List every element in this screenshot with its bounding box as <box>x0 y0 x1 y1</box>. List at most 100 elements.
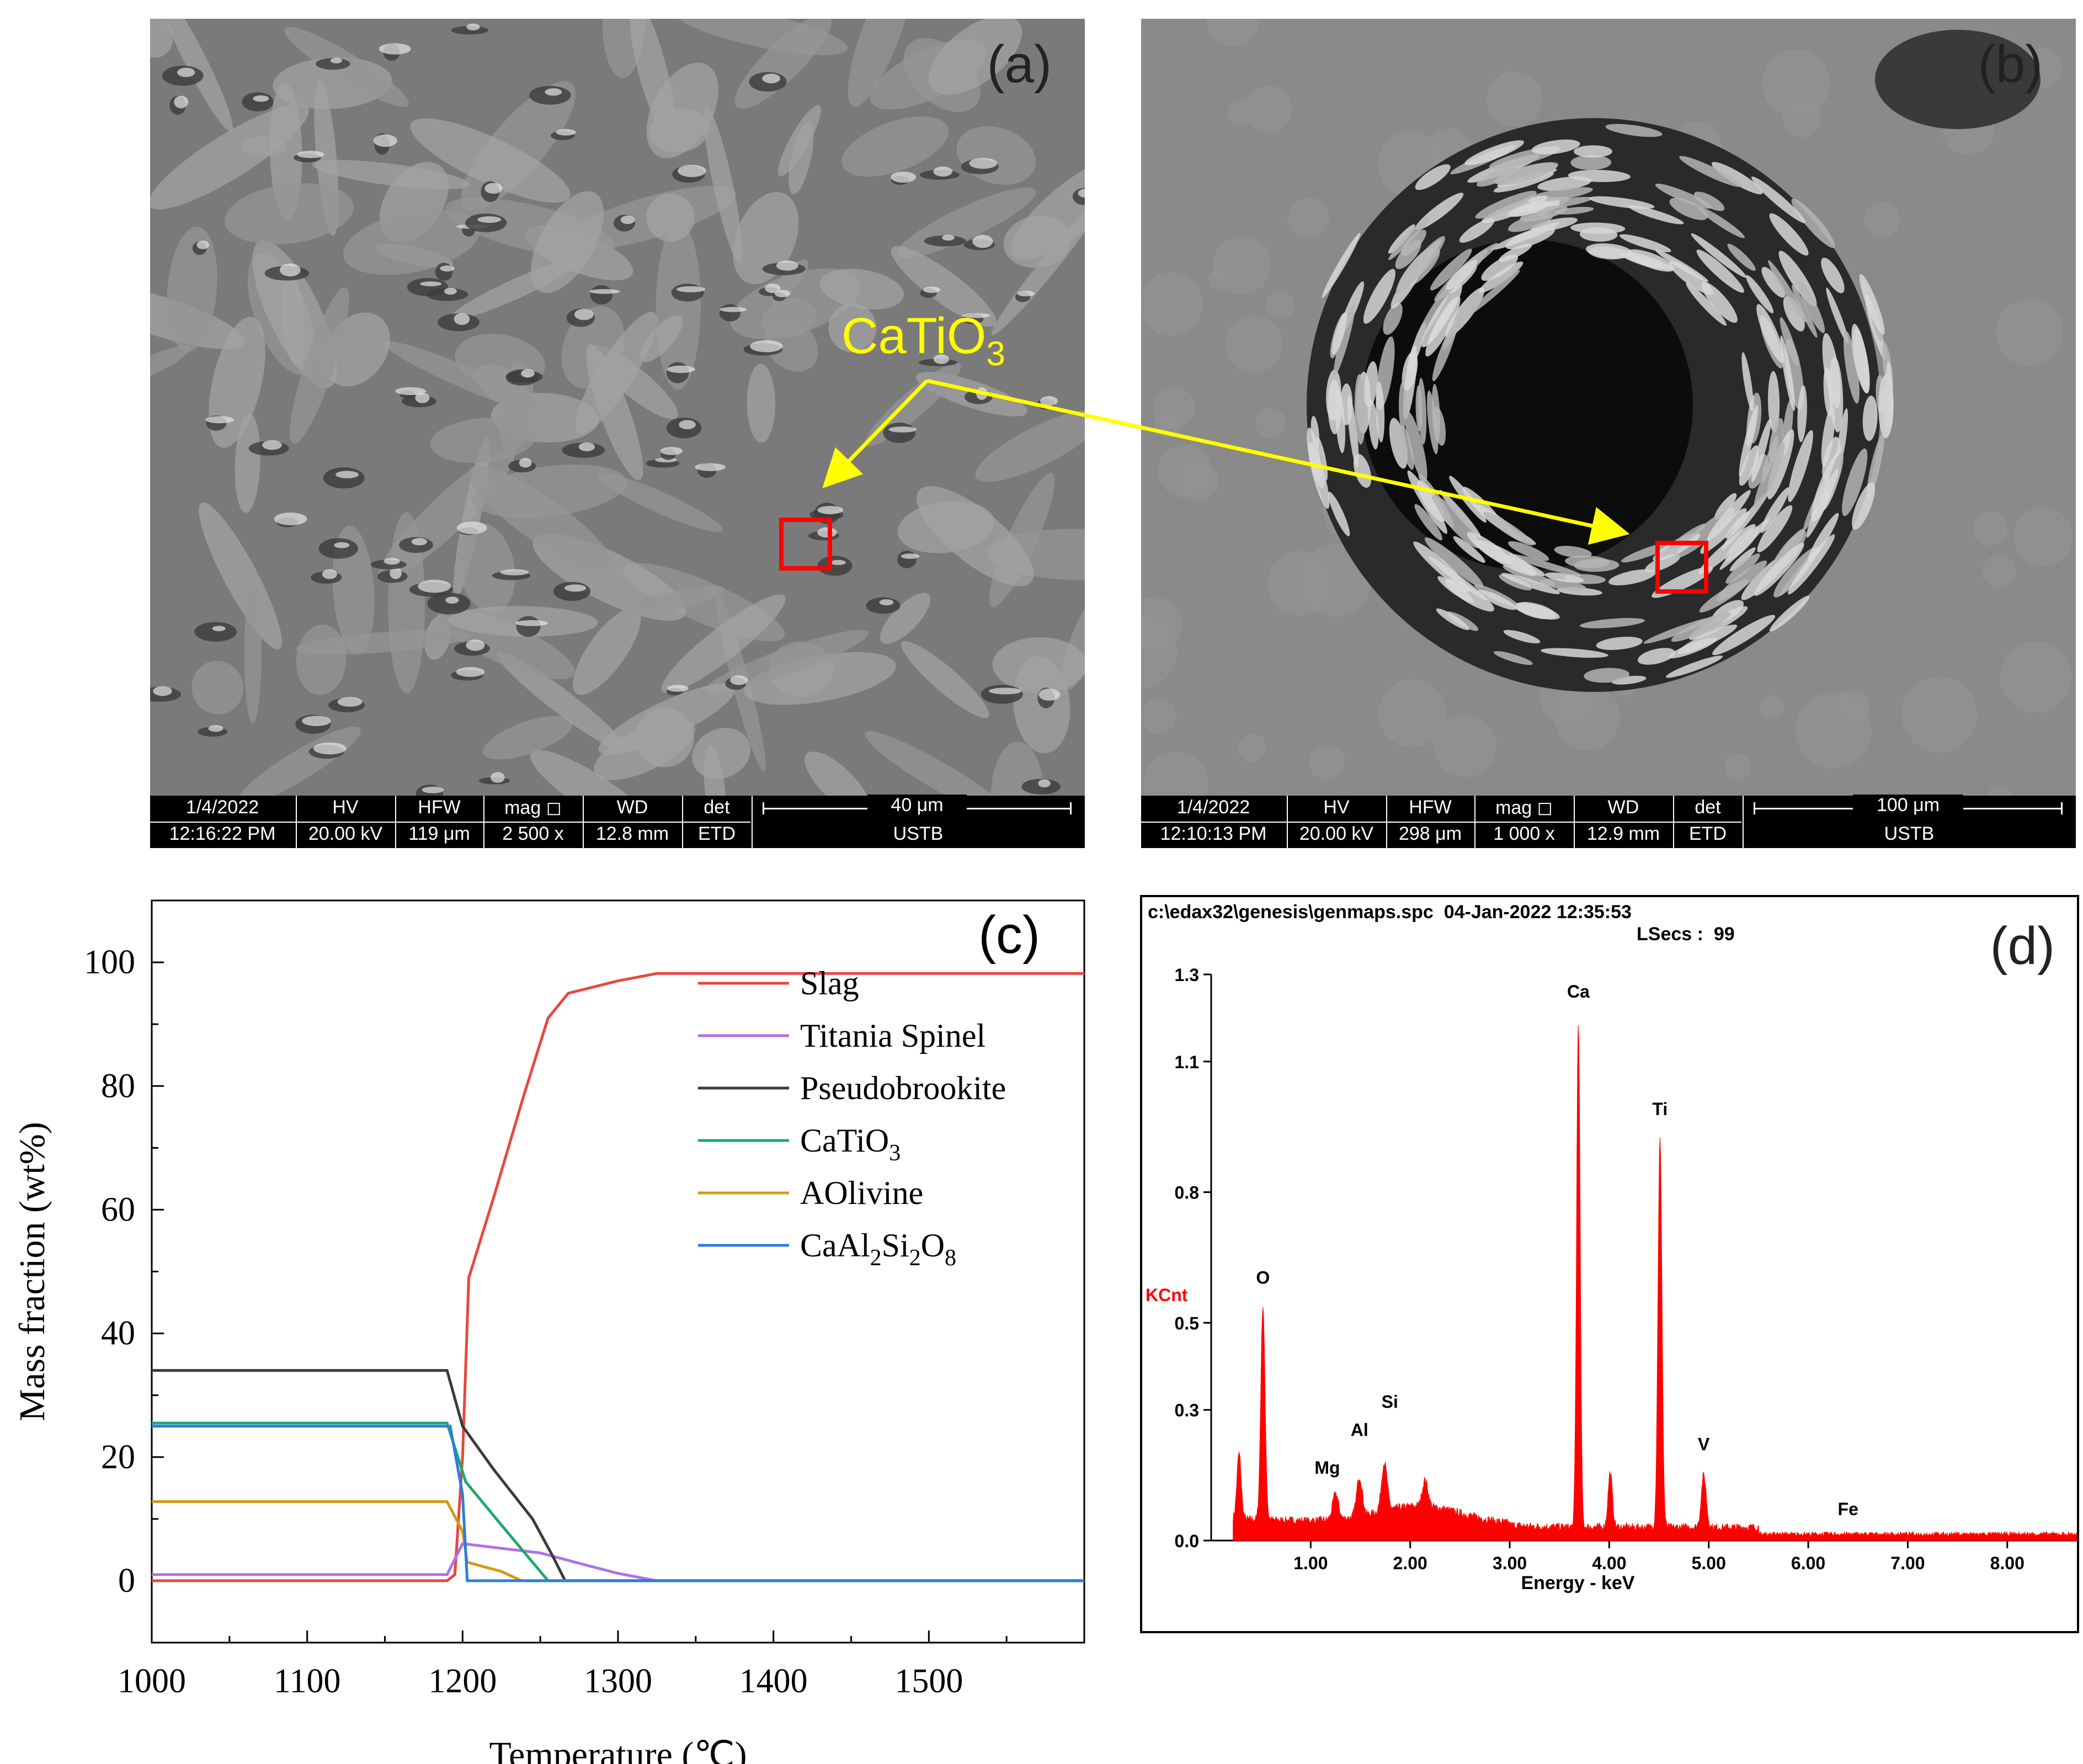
legend-label: Titania Spinel <box>800 1017 985 1054</box>
mag-value-b: 1 000 x <box>1493 823 1555 844</box>
roi-box-a <box>779 518 832 571</box>
scale-bar-a-left-tick <box>763 802 764 814</box>
mag-label-b: mag ◻ <box>1495 797 1553 818</box>
y-tick-label: 80 <box>101 1067 135 1105</box>
x-tick-label: 1100 <box>274 1662 341 1700</box>
scale-label-b: 100 μm <box>1853 795 1963 816</box>
peak-label-v: V <box>1698 1435 1710 1454</box>
hfw-value-b: 298 μm <box>1398 823 1462 844</box>
x-tick-label: 1400 <box>739 1662 808 1700</box>
arrow-to-a <box>822 379 929 489</box>
peak-label-fe: Fe <box>1838 1499 1858 1519</box>
det-label-b: det <box>1695 797 1721 818</box>
x-tick-label: 1200 <box>428 1662 497 1700</box>
x-tick-label: 1300 <box>584 1662 652 1700</box>
roi-box-b <box>1655 541 1708 594</box>
series-line <box>152 1500 1084 1582</box>
series-line <box>152 1542 1084 1582</box>
mag-label-a: mag ◻ <box>504 797 562 818</box>
x-tick-label: 1500 <box>894 1662 963 1700</box>
y-tick-label: 60 <box>101 1191 135 1228</box>
wd-value-a: 12.8 mm <box>595 823 669 844</box>
y-tick-label: 0.8 <box>1175 1183 1199 1203</box>
mag-value-a: 2 500 x <box>502 823 564 844</box>
y-axis-label: KCnt <box>1146 1285 1188 1305</box>
legend-label: CaAl2Si2O8 <box>800 1227 956 1271</box>
x-tick-label: 1.00 <box>1293 1553 1328 1573</box>
time-b: 12:10:13 PM <box>1160 823 1267 844</box>
y-tick-label: 0.5 <box>1175 1313 1199 1333</box>
sem-texture-b <box>1141 19 2076 796</box>
peak-label-mg: Mg <box>1314 1458 1340 1478</box>
series-line <box>152 972 1084 1582</box>
databar-a: 1/4/2022 12:16:22 PM HV 20.00 kV HFW 119… <box>150 795 1085 848</box>
institution-b: USTB <box>1884 823 1935 844</box>
scale-bar-b-left-tick <box>1754 802 1755 814</box>
scale-bar-b-right-tick <box>2061 802 2063 814</box>
legend-label: Pseudobrookite <box>800 1070 1006 1106</box>
peak-label-si: Si <box>1382 1392 1398 1412</box>
institution-a: USTB <box>893 823 944 844</box>
x-axis-label: Temperature (℃) <box>489 1735 747 1764</box>
x-tick-label: 4.00 <box>1592 1553 1626 1573</box>
wd-label-a: WD <box>616 797 648 818</box>
wd-label-b: WD <box>1607 797 1639 818</box>
y-tick-label: 100 <box>84 944 135 981</box>
date-b: 1/4/2022 <box>1176 797 1250 818</box>
databar-b: 1/4/2022 12:10:13 PM HV 20.00 kV HFW 298… <box>1141 795 2076 848</box>
time-a: 12:16:22 PM <box>169 823 276 844</box>
sem-image-a: (a) <box>150 19 1085 796</box>
scale-label-a: 40 μm <box>867 795 967 816</box>
spectrum-plot: 0.0 0.3 0.5 0.8 1.1 1.3 1.00 2.00 3.00 4.00 5.00 6.… <box>1146 965 2077 1594</box>
phase-label: CaTiO3 <box>841 308 1005 373</box>
x-axis-label: Energy - keV <box>1521 1573 1635 1594</box>
hv-label-a: HV <box>332 797 359 818</box>
legend-label: AOlivine <box>800 1175 923 1211</box>
x-tick-label: 1000 <box>118 1662 186 1700</box>
panel-label-c: (c) <box>978 905 1040 964</box>
panel-label-b: (b) <box>1978 35 2043 94</box>
hfw-label-b: HFW <box>1409 797 1452 818</box>
panel-label-d: (d) <box>1990 916 2055 976</box>
chart-c: 1000 1100 1200 1300 1400 1500 0 20 40 60 80 100 Temp… <box>12 899 1085 1764</box>
sem-texture-a <box>150 19 1085 796</box>
x-tick-label: 3.00 <box>1493 1553 1527 1573</box>
wd-value-b: 12.9 mm <box>1586 823 1660 844</box>
y-tick-label: 40 <box>101 1315 135 1352</box>
y-tick-label: 0.3 <box>1175 1400 1199 1420</box>
y-tick-label: 20 <box>101 1438 135 1476</box>
y-tick-label: 0 <box>118 1562 135 1600</box>
series-line <box>152 1425 1084 1582</box>
sem-image-b: (b) <box>1141 19 2076 796</box>
x-tick-label: 6.00 <box>1791 1553 1825 1573</box>
x-tick-label: 2.00 <box>1393 1553 1427 1573</box>
scale-bar-a-right-tick <box>1070 802 1072 814</box>
panel-label-a: (a) <box>987 35 1052 94</box>
arrow-to-b <box>926 379 1630 545</box>
y-axis-label: Mass fraction (wt%) <box>12 1122 52 1421</box>
edax-header-2: LSecs : 99 <box>1637 924 1735 945</box>
spectrum-area <box>1233 1025 2077 1541</box>
x-tick-label: 8.00 <box>1990 1553 2025 1573</box>
y-tick-label: 0.0 <box>1175 1531 1199 1551</box>
hv-label-b: HV <box>1323 797 1350 818</box>
det-label-a: det <box>704 797 730 818</box>
hfw-value-a: 119 μm <box>408 823 470 844</box>
plot-frame <box>151 899 1085 1644</box>
edax-panel: c:\edax32\genesis\genmaps.spc 04-Jan-202… <box>1140 895 2079 1633</box>
legend-label: CaTiO3 <box>800 1122 901 1166</box>
y-tick-label: 1.1 <box>1175 1052 1199 1072</box>
x-tick-label: 7.00 <box>1890 1553 1925 1573</box>
hv-value-b: 20.00 kV <box>1299 823 1374 844</box>
date-a: 1/4/2022 <box>185 797 259 818</box>
y-tick-label: 1.3 <box>1175 965 1199 985</box>
peak-label-ti: Ti <box>1652 1099 1668 1119</box>
det-value-b: ETD <box>1689 823 1727 844</box>
annotation-layer: CaTiO3 <box>822 308 1630 545</box>
x-tick-label: 5.00 <box>1692 1553 1726 1573</box>
peak-label-al: Al <box>1351 1420 1368 1440</box>
peak-label-ca: Ca <box>1567 982 1590 1001</box>
legend-label: Slag <box>800 965 859 1001</box>
peak-label-o: O <box>1256 1268 1270 1288</box>
